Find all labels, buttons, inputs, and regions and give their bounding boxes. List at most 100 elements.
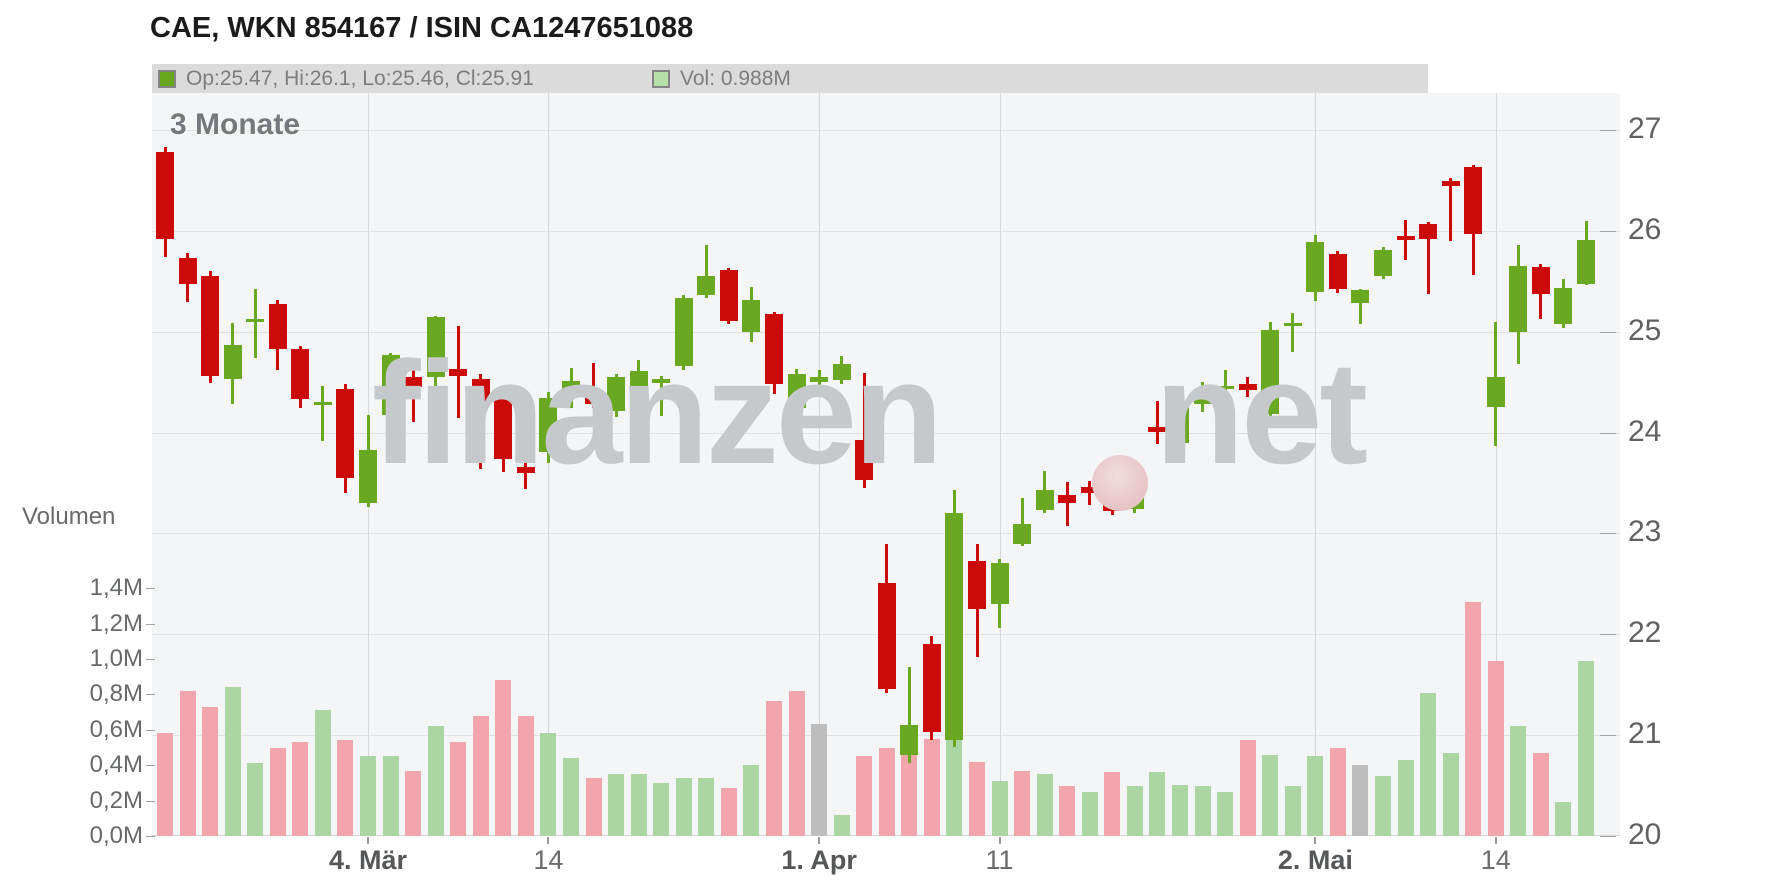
candle — [1058, 495, 1077, 504]
volume-bar — [427, 726, 444, 836]
date-axis-tick — [547, 837, 550, 844]
date-axis-label: 14 — [1480, 845, 1511, 875]
candle — [494, 397, 513, 459]
candle-wick — [907, 666, 911, 764]
volume-bar — [1014, 770, 1031, 836]
volume-bar — [382, 756, 399, 836]
candle — [1306, 241, 1325, 293]
candle-wick — [1155, 401, 1159, 444]
volume-bar — [585, 777, 602, 836]
candle — [1261, 329, 1280, 415]
volume-bar — [1465, 602, 1482, 836]
volume-bar — [1555, 802, 1572, 836]
volume-bar — [202, 706, 219, 836]
candle — [1035, 490, 1054, 511]
volume-bar — [1036, 774, 1053, 836]
chart-plot-area[interactable] — [152, 93, 1620, 836]
legend-ohlc-label: Op:25.47, Hi:26.1, Lo:25.46, Cl:25.91 — [186, 66, 534, 90]
price-axis-tick — [1600, 130, 1616, 131]
date-gridline — [999, 93, 1001, 836]
volume-bar — [1307, 756, 1324, 836]
candle — [291, 348, 310, 400]
candle — [877, 582, 896, 689]
volume-axis-tick — [146, 836, 155, 837]
volume-bar — [1059, 786, 1076, 836]
candle — [1509, 266, 1528, 332]
date-gridline — [1315, 93, 1317, 836]
candle — [449, 369, 468, 377]
volume-bar — [1239, 740, 1256, 836]
price-axis-tick — [1600, 230, 1616, 232]
volume-axis-label: 1,4M — [89, 574, 143, 602]
volume-bar — [969, 761, 986, 836]
candle-wick — [524, 433, 528, 490]
volume-bar — [675, 777, 692, 836]
candle — [1171, 404, 1190, 443]
volume-bar — [833, 814, 850, 836]
volume-bar — [1284, 786, 1301, 836]
date-axis-label: 2. Mai — [1277, 845, 1353, 875]
date-axis-label: 4. Mär — [328, 845, 408, 875]
volume-bar — [1532, 752, 1549, 836]
price-axis-label: 23 — [1628, 515, 1662, 549]
date-gridline — [548, 93, 550, 836]
candle — [765, 313, 783, 385]
price-axis-tick — [1600, 331, 1616, 333]
candle — [562, 381, 580, 397]
candle — [268, 304, 287, 349]
watermark-text-right: net — [1155, 331, 1368, 494]
candle — [1148, 426, 1167, 432]
legend-volume-label: Vol: 0.988M — [680, 66, 791, 90]
candle — [381, 354, 400, 416]
candle — [1238, 384, 1257, 391]
candle — [787, 374, 806, 409]
volume-axis-label: 0,0M — [89, 822, 143, 849]
candle-wick — [253, 289, 257, 358]
volume-bar — [1442, 752, 1459, 836]
candle-wick — [1065, 481, 1069, 527]
price-axis-label: 25 — [1628, 313, 1662, 347]
candle-wick — [592, 362, 596, 409]
volume-bar — [1329, 747, 1346, 836]
candle — [471, 379, 490, 405]
date-axis-tick — [367, 837, 369, 844]
candle-wick — [862, 373, 866, 489]
volume-bar — [1397, 759, 1414, 836]
price-axis-label: 26 — [1628, 212, 1662, 246]
volume-bar — [1487, 660, 1504, 836]
volume-bar — [563, 758, 579, 836]
volume-bar — [856, 756, 873, 836]
price-axis-tick — [1600, 432, 1616, 434]
price-axis-label: 20 — [1628, 818, 1662, 851]
volume-bar — [1420, 692, 1437, 836]
candle — [516, 466, 535, 473]
candle — [156, 152, 174, 239]
price-axis-label: 22 — [1628, 616, 1662, 650]
candle — [1554, 288, 1573, 324]
candle — [832, 363, 851, 381]
candle — [652, 379, 671, 384]
watermark-dot-icon — [1092, 455, 1148, 511]
volume-bar — [247, 763, 264, 836]
price-axis-tick — [1600, 533, 1616, 535]
volume-bar — [788, 690, 805, 836]
volume-axis-label: 0,2M — [89, 786, 143, 814]
volume-swatch-icon — [652, 69, 670, 88]
volume-bar — [1578, 661, 1595, 836]
period-label: 3 Monate — [170, 108, 301, 141]
candle — [1374, 250, 1393, 277]
price-axis-tick — [1600, 634, 1616, 636]
volume-bar — [495, 680, 512, 836]
date-axis-tick — [1494, 837, 1497, 844]
candle — [1216, 386, 1235, 390]
date-axis-tick — [1314, 837, 1317, 844]
volume-bar — [630, 774, 647, 836]
candle — [810, 377, 829, 383]
volume-bar — [766, 701, 782, 836]
price-gridline — [152, 230, 1620, 232]
candle — [313, 402, 332, 406]
price-axis-label: 24 — [1628, 414, 1662, 448]
legend-item-volume: Vol: 0.988M — [652, 64, 791, 93]
price-gridline — [152, 735, 1620, 737]
volume-bar — [946, 729, 963, 836]
